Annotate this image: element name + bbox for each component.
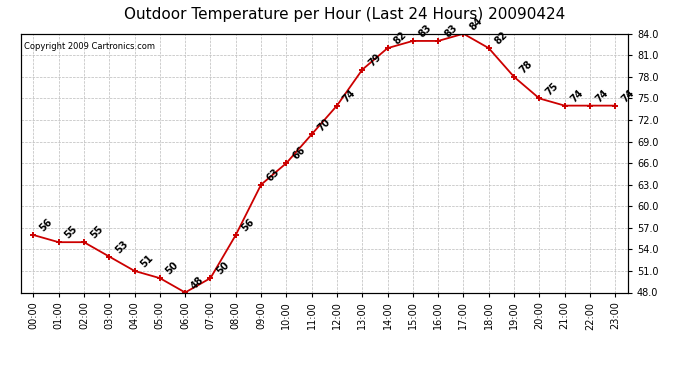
- Text: 56: 56: [240, 217, 257, 234]
- Text: Copyright 2009 Cartronics.com: Copyright 2009 Cartronics.com: [23, 42, 155, 51]
- Text: 74: 74: [569, 88, 585, 104]
- Text: 84: 84: [468, 16, 484, 32]
- Text: 53: 53: [113, 238, 130, 255]
- Text: 75: 75: [544, 80, 560, 97]
- Text: 82: 82: [493, 30, 510, 47]
- Text: 78: 78: [518, 59, 535, 75]
- Text: 55: 55: [88, 224, 105, 241]
- Text: 51: 51: [139, 253, 155, 270]
- Text: 83: 83: [417, 23, 434, 39]
- Text: 48: 48: [189, 274, 206, 291]
- Text: 56: 56: [37, 217, 54, 234]
- Text: Outdoor Temperature per Hour (Last 24 Hours) 20090424: Outdoor Temperature per Hour (Last 24 Ho…: [124, 8, 566, 22]
- Text: 74: 74: [341, 88, 357, 104]
- Text: 66: 66: [290, 145, 307, 162]
- Text: 63: 63: [265, 166, 282, 183]
- Text: 74: 74: [594, 88, 611, 104]
- Text: 79: 79: [366, 52, 383, 68]
- Text: 74: 74: [620, 88, 636, 104]
- Text: 70: 70: [316, 116, 333, 133]
- Text: 55: 55: [63, 224, 79, 241]
- Text: 50: 50: [164, 260, 181, 277]
- Text: 82: 82: [392, 30, 408, 47]
- Text: 83: 83: [442, 23, 459, 39]
- Text: 50: 50: [215, 260, 231, 277]
